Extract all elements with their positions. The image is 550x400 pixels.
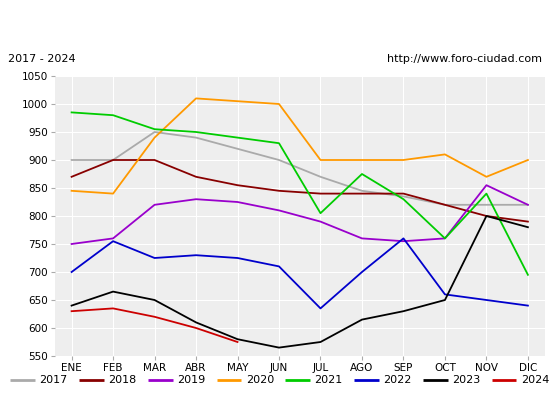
Text: http://www.foro-ciudad.com: http://www.foro-ciudad.com: [387, 54, 542, 64]
Text: 2018: 2018: [108, 375, 136, 385]
Text: 2023: 2023: [452, 375, 480, 385]
Text: 2022: 2022: [383, 375, 411, 385]
Text: 2021: 2021: [315, 375, 343, 385]
Text: 2020: 2020: [246, 375, 274, 385]
Text: Evolucion del paro registrado en Almagro: Evolucion del paro registrado en Almagro: [108, 14, 442, 30]
Text: 2017 - 2024: 2017 - 2024: [8, 54, 76, 64]
Text: 2019: 2019: [177, 375, 205, 385]
Text: 2017: 2017: [40, 375, 68, 385]
Text: 2024: 2024: [521, 375, 549, 385]
